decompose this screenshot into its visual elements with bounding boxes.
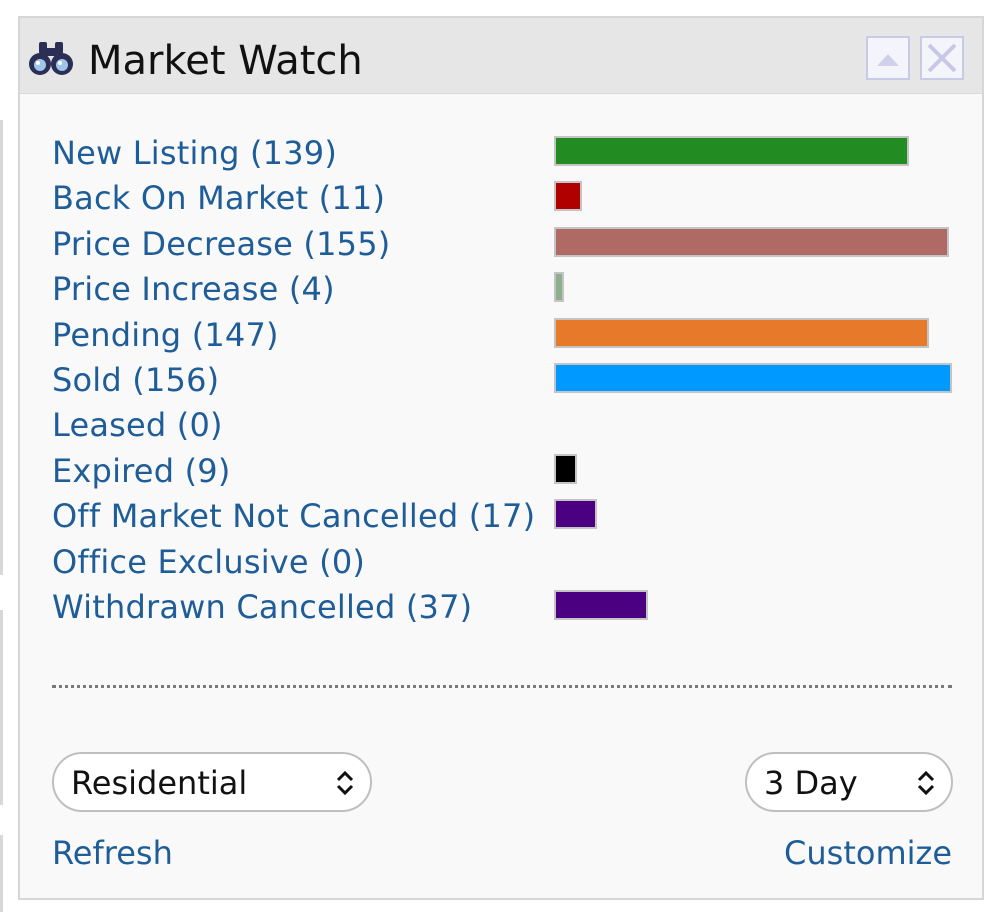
status-link[interactable]: Price Increase (4) <box>52 270 335 309</box>
status-row: New Listing (139) <box>20 132 982 177</box>
left-edge-mark <box>0 835 3 912</box>
left-edge-mark <box>0 610 3 805</box>
widget-title: Market Watch <box>88 38 363 84</box>
status-row: Price Increase (4) <box>20 268 982 313</box>
status-row: Leased (0) <box>20 404 982 449</box>
status-bar <box>554 136 909 166</box>
customize-link[interactable]: Customize <box>784 834 952 872</box>
left-edge-mark <box>0 120 3 575</box>
status-row: Withdrawn Cancelled (37) <box>20 586 982 631</box>
status-bar <box>554 453 577 484</box>
status-link[interactable]: Price Decrease (155) <box>52 224 391 263</box>
status-row: Expired (9) <box>20 450 982 495</box>
status-row: Back On Market (11) <box>20 177 982 222</box>
updown-chevron-icon <box>336 770 354 796</box>
status-bar <box>554 499 597 530</box>
widget-titlebar: Market Watch <box>20 18 982 94</box>
collapse-button[interactable] <box>866 36 910 80</box>
status-link[interactable]: Withdrawn Cancelled (37) <box>52 588 473 626</box>
status-link[interactable]: Leased (0) <box>52 406 223 445</box>
status-bar <box>554 590 648 620</box>
status-bar <box>554 363 952 393</box>
status-link[interactable]: New Listing (139) <box>52 134 338 172</box>
status-bar <box>554 226 949 257</box>
close-button[interactable] <box>920 36 964 80</box>
period-value: 3 Day <box>764 764 858 802</box>
status-bar <box>554 181 582 212</box>
binoculars-icon <box>29 42 73 75</box>
triangle-up-icon <box>877 54 899 66</box>
refresh-link[interactable]: Refresh <box>52 834 173 872</box>
period-select[interactable]: 3 Day <box>745 752 953 812</box>
status-row: Office Exclusive (0) <box>20 541 982 586</box>
market-watch-widget: Market Watch New Listing (139) Back On Ma… <box>18 16 984 900</box>
status-link[interactable]: Back On Market (11) <box>52 179 386 218</box>
property-type-value: Residential <box>71 764 248 802</box>
status-row: Pending (147) <box>20 314 982 359</box>
status-link[interactable]: Pending (147) <box>52 315 279 354</box>
status-link[interactable]: Office Exclusive (0) <box>52 542 366 581</box>
property-type-select[interactable]: Residential <box>52 752 372 812</box>
status-bar <box>554 317 929 348</box>
updown-chevron-icon <box>917 770 935 796</box>
close-x-icon <box>927 43 957 73</box>
status-link[interactable]: Sold (156) <box>52 361 220 399</box>
dotted-divider <box>52 685 952 688</box>
status-row: Price Decrease (155) <box>20 223 982 268</box>
widget-content: New Listing (139) Back On Market (11) Pric… <box>20 94 982 898</box>
status-link[interactable]: Expired (9) <box>52 451 231 490</box>
status-row: Off Market Not Cancelled (17) <box>20 495 982 540</box>
status-link[interactable]: Off Market Not Cancelled (17) <box>52 497 536 536</box>
status-row: Sold (156) <box>20 359 982 404</box>
status-bar <box>554 272 564 303</box>
